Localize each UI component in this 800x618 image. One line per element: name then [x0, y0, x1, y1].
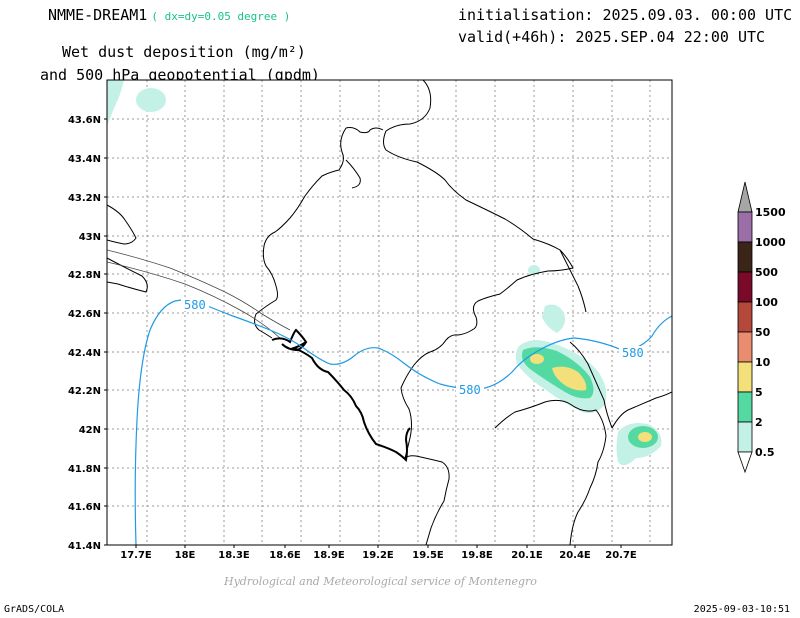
coastline-montenegro [271, 328, 411, 463]
valid-time: valid(+46h): 2025.SEP.04 22:00 UTC [458, 28, 766, 46]
colorbar-label: 5 [755, 386, 763, 399]
colorbar-label: 500 [755, 266, 778, 279]
colorbar-label: 2 [755, 416, 763, 429]
axis-ticks [104, 118, 622, 548]
border-bih-west [107, 204, 137, 245]
deposition-patch-se-core [638, 432, 652, 442]
colorbar-legend: 1500 1000 500 100 50 10 5 2 0.5 [737, 181, 786, 474]
lon-tick-label: 18.3E [218, 550, 250, 561]
colorbar-labels: 1500 1000 500 100 50 10 5 2 0.5 [755, 206, 786, 459]
contour-label-center: 580 [459, 383, 481, 397]
border-inner-loop [345, 159, 361, 189]
latitude-tick-labels: 43.6N 43.4N 43.2N 43N 42.8N 42.6N 42.4N 42.2N 42… [68, 115, 101, 552]
lat-tick-label: 43.6N [68, 115, 101, 126]
lon-tick-label: 19.8E [461, 550, 493, 561]
colorbar-label: 50 [755, 326, 771, 339]
lat-tick-label: 43.2N [68, 193, 101, 204]
deposition-patch-nw [136, 88, 166, 112]
colorbar-label: 100 [755, 296, 778, 309]
deposition-patch-nw-edge [107, 80, 124, 126]
lat-tick-label: 42N [79, 425, 101, 436]
lon-tick-label: 20.1E [511, 550, 543, 561]
colorbar-under-triangle [737, 451, 753, 474]
border-north-segment [345, 127, 384, 134]
colorbar-box [737, 301, 753, 333]
colorbar-label: 1500 [755, 206, 786, 219]
lon-tick-label: 18E [175, 550, 196, 561]
lat-tick-label: 42.8N [68, 270, 101, 281]
colorbar-label: 1000 [755, 236, 786, 249]
resolution-note: ( dx=dy=0.05 degree ) [151, 10, 291, 23]
border-albania-east [494, 399, 607, 545]
colorbar-box [737, 361, 753, 393]
colorbar-box [737, 241, 753, 273]
lon-tick-label: 17.7E [120, 550, 152, 561]
footer-timestamp: 2025-09-03-10:51 [693, 604, 790, 615]
coastlines-thin [107, 249, 291, 339]
colorbar-label: 0.5 [755, 446, 775, 459]
longitude-tick-labels: 17.7E 18E 18.3E 18.6E 18.9E 19.2E 19.5E 19.8E 20… [120, 550, 637, 561]
lon-tick-label: 18.6E [269, 550, 301, 561]
border-west-segment [254, 127, 347, 339]
deposition-patch-a [528, 265, 540, 275]
lon-tick-label: 18.9E [313, 550, 345, 561]
border-kosovo-edge [559, 249, 579, 287]
deposition-patch-b [542, 304, 566, 333]
colorbar-box [737, 271, 753, 303]
lat-tick-label: 42.2N [68, 386, 101, 397]
contour-label-east: 580 [622, 346, 644, 360]
variable-title-line1: Wet dust deposition (mg/m²) [62, 43, 306, 61]
deposition-core-east [552, 366, 587, 391]
software-label: GrADS/COLA [4, 604, 65, 615]
colorbar-box [737, 331, 753, 363]
colorbar-box [737, 391, 753, 423]
lat-tick-label: 41.6N [68, 502, 101, 513]
lat-tick-label: 43.4N [68, 154, 101, 165]
lon-tick-label: 19.2E [362, 550, 394, 561]
coastline-thick [271, 328, 411, 463]
border-nmk-east [611, 391, 672, 429]
credit-text: Hydrological and Meteorological service … [224, 575, 537, 588]
contour-label-west: 580 [184, 298, 206, 312]
model-title: NMME-DREAM1( dx=dy=0.05 degree ) [48, 6, 290, 24]
initialisation-time: initialisation: 2025.09.03. 00:00 UTC [458, 6, 793, 24]
lon-tick-label: 20.4E [559, 550, 591, 561]
lat-tick-label: 42.6N [68, 309, 101, 320]
colorbar-label: 10 [755, 356, 771, 369]
colorbar-boxes [737, 211, 753, 453]
colorbar-box [737, 211, 753, 243]
border-nmk [569, 341, 613, 429]
model-name: NMME-DREAM1 [48, 6, 148, 24]
geopotential-contour-580 [134, 299, 672, 545]
colorbar-over-triangle [737, 181, 753, 213]
coastline-thin-2 [107, 261, 281, 339]
country-borders [107, 80, 672, 545]
lon-tick-label: 20.7E [605, 550, 637, 561]
lat-tick-label: 42.4N [68, 348, 101, 359]
lat-tick-label: 43N [79, 232, 101, 243]
border-main [383, 80, 574, 545]
lon-tick-label: 19.5E [412, 550, 444, 561]
deposition-shading [107, 80, 662, 466]
lat-tick-label: 41.4N [68, 541, 101, 552]
coastline-thin-1 [107, 249, 291, 331]
lat-tick-label: 41.8N [68, 464, 101, 475]
deposition-core-west [530, 354, 544, 364]
colorbar-box [737, 421, 753, 453]
kotor-bay [281, 341, 307, 352]
coast-bih-spur [107, 257, 148, 293]
border-kosovo-south [577, 285, 587, 313]
